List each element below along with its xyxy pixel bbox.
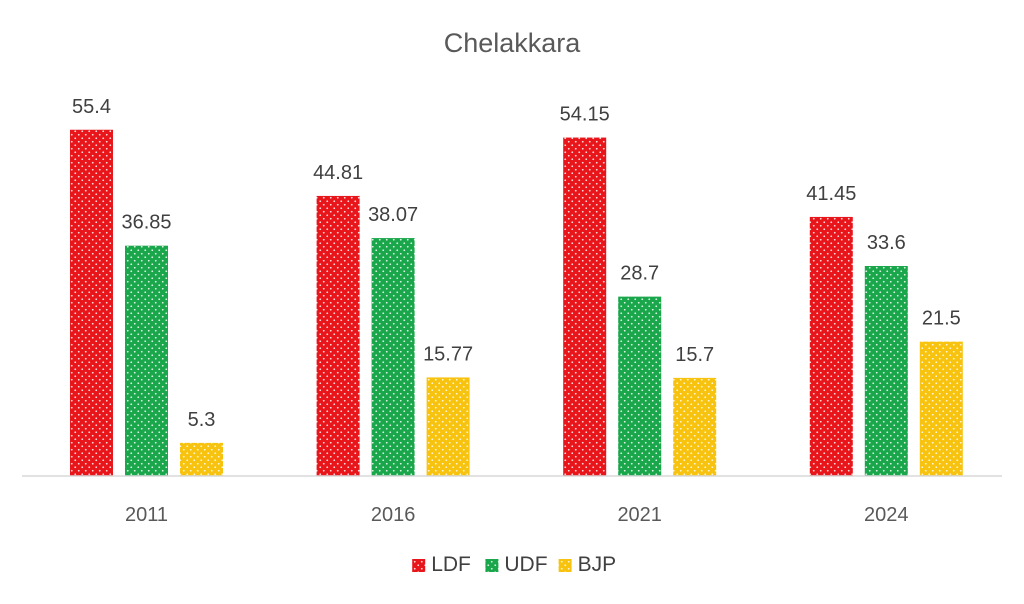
data-label-bjp-2016: 15.77 <box>423 343 473 365</box>
chart-title: Chelakkara <box>444 28 582 58</box>
x-tick-label-2024: 2024 <box>864 504 909 526</box>
x-tick-label-2016: 2016 <box>371 504 416 526</box>
bar-ldf-2024 <box>809 216 853 476</box>
data-label-ldf-2011: 55.4 <box>72 96 111 118</box>
data-label-udf-2021: 28.7 <box>620 263 659 285</box>
x-tick-label-2021: 2021 <box>617 504 662 526</box>
legend-label-ldf: LDF <box>431 553 471 576</box>
bar-udf-2024 <box>864 266 908 476</box>
legend-swatch-bjp <box>558 559 572 572</box>
bar-ldf-2016 <box>316 195 360 476</box>
data-label-ldf-2016: 44.81 <box>313 162 363 184</box>
legend-item-ldf: LDF <box>412 553 471 576</box>
data-label-udf-2016: 38.07 <box>368 204 418 226</box>
data-label-ldf-2024: 41.45 <box>806 183 856 205</box>
legend-label-bjp: BJP <box>578 553 617 576</box>
data-label-bjp-2011: 5.3 <box>188 409 216 431</box>
bar-udf-2016 <box>371 238 415 476</box>
legend-item-bjp: BJP <box>558 553 617 576</box>
data-label-bjp-2021: 15.7 <box>675 344 714 366</box>
bar-ldf-2011 <box>70 129 113 476</box>
bar-bjp-2011 <box>180 442 223 476</box>
data-label-udf-2011: 36.85 <box>121 212 171 234</box>
bar-bjp-2016 <box>426 377 470 476</box>
legend-item-udf: UDF <box>485 553 548 576</box>
data-label-udf-2024: 33.6 <box>867 232 906 254</box>
bar-bjp-2024 <box>919 341 963 476</box>
bar-udf-2011 <box>125 245 168 476</box>
legend-swatch-ldf <box>412 559 426 572</box>
legend: LDF UDF BJP <box>412 553 616 576</box>
data-label-bjp-2024: 21.5 <box>922 308 961 330</box>
bar-bjp-2021 <box>673 377 717 476</box>
legend-swatch-udf <box>485 559 499 572</box>
bar-udf-2021 <box>618 296 662 476</box>
legend-label-udf: UDF <box>504 553 547 576</box>
x-tick-label-2011: 2011 <box>125 504 168 526</box>
data-label-ldf-2021: 54.15 <box>560 104 610 126</box>
x-axis-ticks: 2011 2016 2021 2024 <box>125 504 909 526</box>
bar-ldf-2021 <box>563 137 607 476</box>
